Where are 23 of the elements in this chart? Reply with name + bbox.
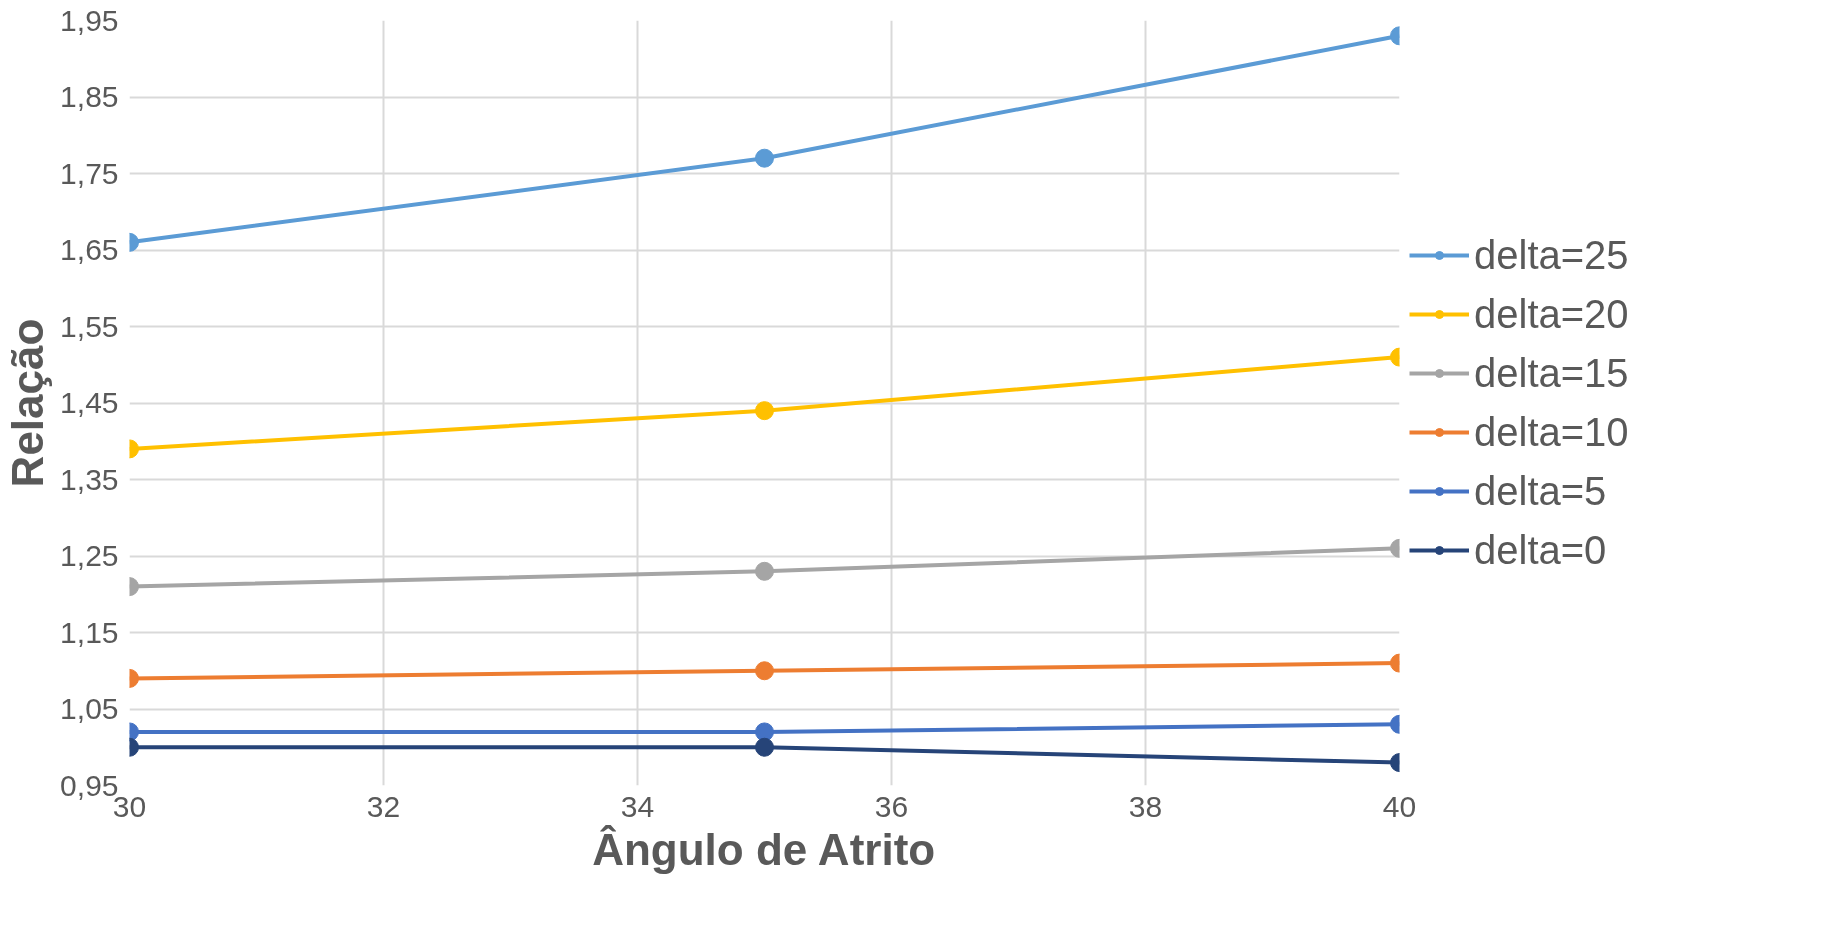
y-tick-label: 1,25 [60, 539, 119, 572]
x-tick-label: 36 [874, 789, 909, 823]
y-tick-label: 1,65 [60, 233, 119, 266]
y-tick-label: 1,85 [60, 80, 119, 113]
x-tick-label: 32 [366, 789, 401, 823]
legend-label: delta=5 [1474, 468, 1607, 514]
legend-label: delta=20 [1474, 291, 1629, 337]
y-tick-label: 1,95 [60, 3, 119, 37]
y-tick-label: 1,05 [60, 692, 119, 725]
legend-label: delta=0 [1474, 527, 1607, 573]
x-tick-label: 40 [1382, 789, 1417, 823]
y-tick-label: 1,45 [60, 386, 119, 419]
x-tick-label: 34 [620, 789, 655, 823]
y-tick-label: 1,15 [60, 615, 119, 649]
y-tick-label: 1,55 [60, 309, 119, 343]
x-axis-title: Ângulo de Atrito [592, 824, 936, 874]
legend-label: delta=15 [1474, 350, 1629, 396]
y-tick-label: 1,35 [60, 462, 119, 496]
legend-label: delta=10 [1474, 409, 1629, 455]
x-tick-label: 38 [1128, 789, 1163, 823]
legend-label: delta=25 [1474, 232, 1629, 278]
y-axis-title: Relação [3, 318, 53, 488]
y-tick-label: 1,75 [60, 156, 119, 190]
